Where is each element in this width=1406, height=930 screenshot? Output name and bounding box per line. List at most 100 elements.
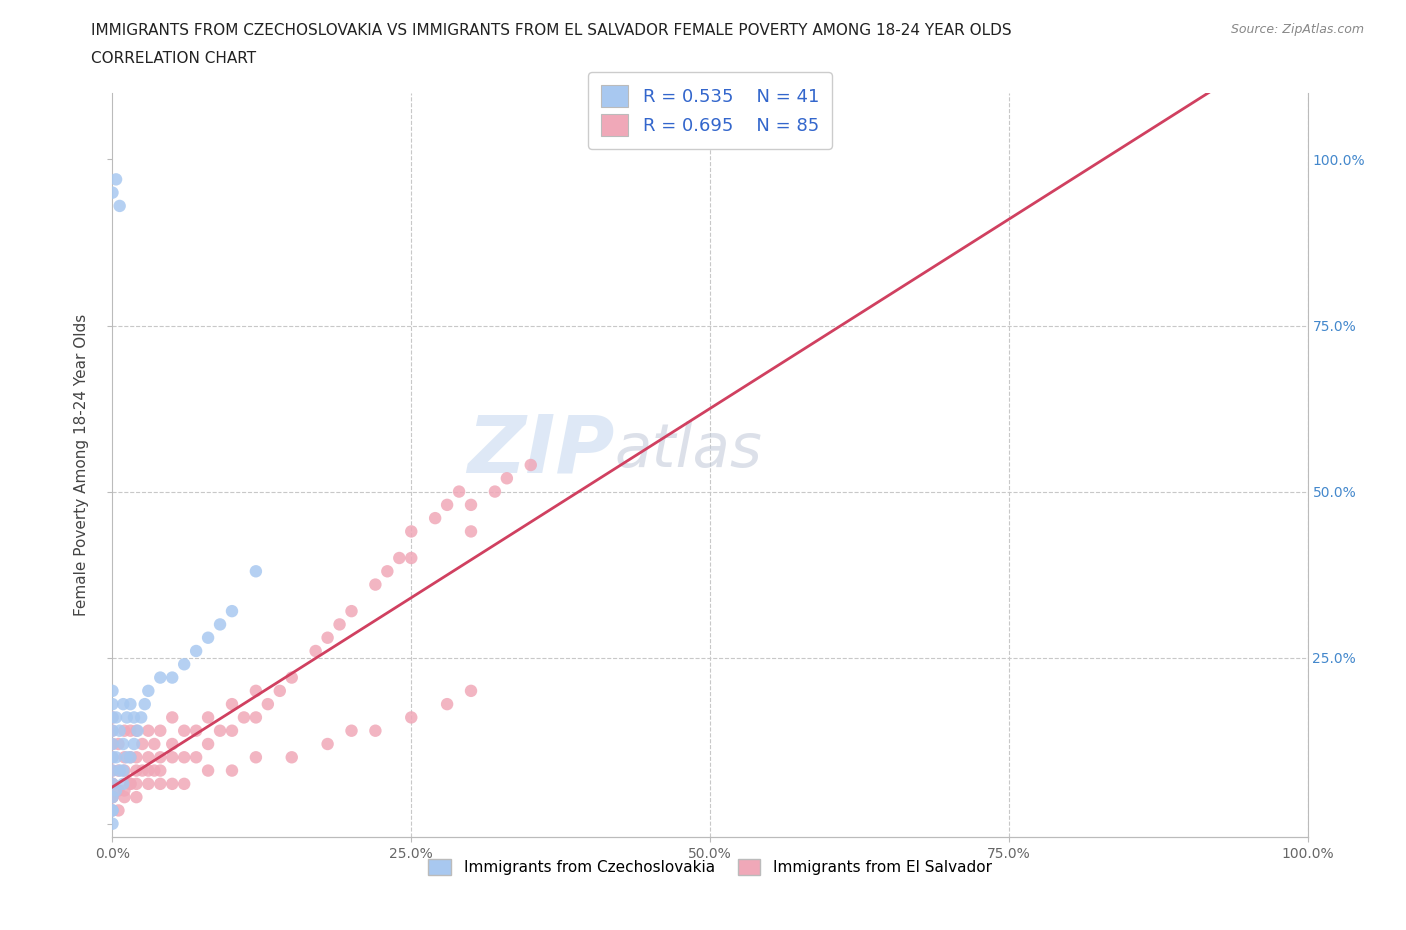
Point xyxy=(209,617,232,631)
Point xyxy=(520,458,543,472)
Point xyxy=(101,764,124,778)
Point xyxy=(197,710,219,724)
Point xyxy=(101,710,124,724)
Point xyxy=(125,777,148,791)
Point xyxy=(138,764,160,778)
Point xyxy=(425,511,447,525)
Point xyxy=(401,551,423,565)
Point xyxy=(120,750,142,764)
Point xyxy=(105,172,128,187)
Point xyxy=(120,777,142,791)
Point xyxy=(101,710,124,724)
Point xyxy=(447,485,470,499)
Point xyxy=(107,803,129,817)
Point xyxy=(101,777,124,791)
Point xyxy=(101,764,124,778)
Point xyxy=(281,750,304,764)
Point xyxy=(101,697,124,711)
Point xyxy=(108,198,131,213)
Point xyxy=(149,750,172,764)
Point xyxy=(436,697,458,711)
Text: CORRELATION CHART: CORRELATION CHART xyxy=(91,51,256,66)
Point xyxy=(107,783,129,798)
Point xyxy=(388,551,411,565)
Point xyxy=(101,790,124,804)
Point xyxy=(134,697,156,711)
Point xyxy=(120,697,142,711)
Point xyxy=(101,777,124,791)
Point xyxy=(221,604,243,618)
Point xyxy=(173,777,195,791)
Point xyxy=(101,185,124,200)
Point xyxy=(173,657,195,671)
Point xyxy=(122,737,145,751)
Point xyxy=(101,803,124,817)
Point xyxy=(143,737,166,751)
Text: atlas: atlas xyxy=(614,420,762,480)
Point xyxy=(245,750,267,764)
Point xyxy=(221,724,243,738)
Point xyxy=(305,644,328,658)
Point xyxy=(131,764,153,778)
Point xyxy=(105,710,128,724)
Point xyxy=(186,750,208,764)
Point xyxy=(101,684,124,698)
Point xyxy=(138,724,160,738)
Point xyxy=(101,750,124,764)
Text: Source: ZipAtlas.com: Source: ZipAtlas.com xyxy=(1230,23,1364,36)
Point xyxy=(114,783,135,798)
Point xyxy=(364,578,387,592)
Point xyxy=(120,777,142,791)
Point xyxy=(186,724,208,738)
Point xyxy=(340,724,363,738)
Point xyxy=(101,790,124,804)
Point xyxy=(101,750,124,764)
Point xyxy=(125,790,148,804)
Point xyxy=(101,724,124,738)
Point xyxy=(245,684,267,698)
Point xyxy=(173,724,195,738)
Point xyxy=(105,750,128,764)
Point xyxy=(138,777,160,791)
Point xyxy=(329,617,352,631)
Point xyxy=(233,710,256,724)
Point xyxy=(340,604,363,618)
Point xyxy=(197,764,219,778)
Point xyxy=(149,777,172,791)
Point xyxy=(364,724,387,738)
Point xyxy=(101,817,124,831)
Point xyxy=(197,737,219,751)
Point xyxy=(162,737,183,751)
Point xyxy=(105,783,128,798)
Point xyxy=(112,764,135,778)
Point xyxy=(107,764,129,778)
Point xyxy=(316,631,339,645)
Point xyxy=(401,710,423,724)
Point xyxy=(114,724,135,738)
Point xyxy=(101,803,124,817)
Point xyxy=(108,764,131,778)
Legend: Immigrants from Czechoslovakia, Immigrants from El Salvador: Immigrants from Czechoslovakia, Immigran… xyxy=(422,853,998,882)
Point xyxy=(186,644,208,658)
Point xyxy=(108,724,131,738)
Point xyxy=(221,697,243,711)
Point xyxy=(149,724,172,738)
Point xyxy=(125,750,148,764)
Point xyxy=(162,750,183,764)
Point xyxy=(131,737,153,751)
Point xyxy=(436,498,458,512)
Point xyxy=(115,750,138,764)
Point xyxy=(101,777,124,791)
Point xyxy=(496,471,519,485)
Point xyxy=(221,764,243,778)
Point xyxy=(101,737,124,751)
Point xyxy=(162,710,183,724)
Point xyxy=(245,564,267,578)
Point xyxy=(149,671,172,685)
Text: ZIP: ZIP xyxy=(467,411,614,489)
Text: IMMIGRANTS FROM CZECHOSLOVAKIA VS IMMIGRANTS FROM EL SALVADOR FEMALE POVERTY AMO: IMMIGRANTS FROM CZECHOSLOVAKIA VS IMMIGR… xyxy=(91,23,1012,38)
Point xyxy=(120,750,142,764)
Point xyxy=(460,524,482,538)
Point xyxy=(138,684,160,698)
Point xyxy=(401,524,423,538)
